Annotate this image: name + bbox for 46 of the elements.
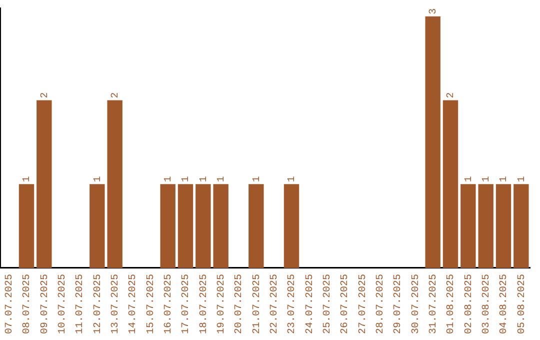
x-tick-label: 17.07.2025	[181, 274, 192, 334]
x-tick-label: 29.07.2025	[393, 274, 404, 334]
x-tick-label: 01.08.2025	[446, 274, 458, 334]
x-tick-label: 27.07.2025	[358, 274, 369, 334]
data-label: 1	[181, 176, 192, 182]
x-tick-label: 14.07.2025	[128, 274, 140, 334]
data-label: 1	[499, 176, 510, 182]
x-tick-label: 08.07.2025	[22, 274, 34, 334]
x-tick-label: 31.07.2025	[428, 274, 440, 334]
x-tick-label: 03.08.2025	[481, 274, 492, 334]
x-tick-label: 25.07.2025	[322, 274, 334, 334]
x-tick-label: 19.07.2025	[216, 274, 228, 334]
x-tick-label: 09.07.2025	[40, 274, 51, 334]
data-label: 2	[40, 92, 51, 98]
data-label: 1	[516, 176, 528, 182]
x-tick-label: 22.07.2025	[269, 274, 280, 334]
x-tick-label: 18.07.2025	[198, 274, 210, 334]
x-tick-label: 26.07.2025	[340, 274, 352, 334]
data-label: 2	[110, 92, 122, 98]
x-tick-label: 30.07.2025	[410, 274, 422, 334]
x-tick-label: 05.08.2025	[516, 274, 528, 334]
data-label: 1	[163, 176, 174, 182]
data-label: 1	[287, 176, 298, 182]
x-tick-label: 15.07.2025	[146, 274, 157, 334]
data-label: 2	[446, 92, 458, 98]
data-label: 1	[198, 176, 210, 182]
x-tick-label: 24.07.2025	[304, 274, 316, 334]
x-tick-label: 16.07.2025	[163, 274, 174, 334]
x-tick-label: 04.08.2025	[499, 274, 510, 334]
x-tick-label: 07.07.2025	[4, 274, 16, 334]
x-tick-label: 28.07.2025	[375, 274, 386, 334]
x-tick-label: 11.07.2025	[75, 274, 86, 334]
data-label: 1	[481, 176, 492, 182]
x-tick-label: 20.07.2025	[234, 274, 246, 334]
data-label: 3	[428, 8, 440, 14]
data-label: 1	[216, 176, 228, 182]
data-label: 1	[464, 176, 475, 182]
x-tick-label: 13.07.2025	[110, 274, 122, 334]
x-tick-label: 10.07.2025	[57, 274, 68, 334]
x-tick-label: 23.07.2025	[287, 274, 298, 334]
data-label: 1	[92, 176, 104, 182]
data-label: 1	[252, 176, 263, 182]
data-label: 1	[22, 176, 34, 182]
x-tick-label: 02.08.2025	[464, 274, 475, 334]
x-tick-label: 12.07.2025	[92, 274, 104, 334]
x-tick-label: 21.07.2025	[252, 274, 263, 334]
